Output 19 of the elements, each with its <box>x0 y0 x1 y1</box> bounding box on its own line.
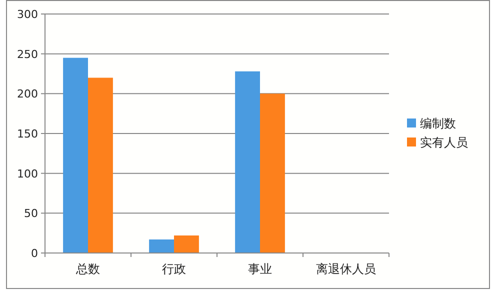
y-tick-label: 300 <box>17 8 38 21</box>
y-tick-label: 100 <box>17 167 38 180</box>
legend-label: 实有人员 <box>420 136 468 150</box>
y-tick-label: 150 <box>17 128 38 140</box>
bar <box>260 94 285 253</box>
y-tick-label: 0 <box>31 247 38 260</box>
x-tick-label: 事业 <box>248 262 272 276</box>
bar <box>174 235 199 253</box>
bar <box>88 78 113 253</box>
x-tick-label: 离退休人员 <box>316 262 376 276</box>
y-tick-label: 50 <box>24 207 38 220</box>
bar <box>235 71 260 253</box>
y-tick-label: 200 <box>17 88 38 101</box>
x-tick-label: 行政 <box>162 262 186 276</box>
bar <box>149 239 174 253</box>
bar <box>63 58 88 253</box>
x-tick-label: 总数 <box>75 262 100 276</box>
legend-label: 编制数 <box>420 116 456 130</box>
y-tick-label: 250 <box>17 48 38 61</box>
